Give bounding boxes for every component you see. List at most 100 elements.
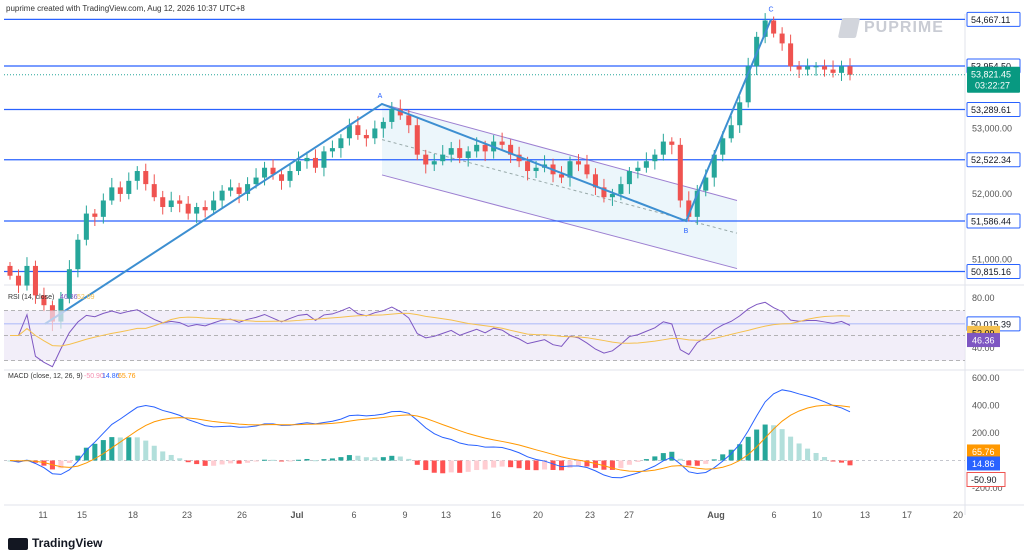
macd-histogram-bar <box>228 460 234 464</box>
rsi-band <box>4 310 965 361</box>
candle-body <box>7 265 13 276</box>
macd-histogram-bar <box>92 443 98 461</box>
candle-body <box>109 187 115 201</box>
candle-body <box>406 115 412 126</box>
candle-body <box>338 138 344 149</box>
macd-histogram-bar <box>270 459 276 461</box>
macd-histogram-bar <box>312 460 318 462</box>
candle-body <box>219 190 225 201</box>
candle-body <box>737 102 743 126</box>
candle-body <box>295 161 302 172</box>
macd-tick-label: 600.00 <box>972 373 1000 383</box>
candle-body <box>423 154 429 165</box>
rsi-ma-line <box>10 312 851 347</box>
macd-histogram-bar <box>75 455 81 461</box>
macd-histogram-bar <box>346 455 352 461</box>
candle-body <box>321 151 327 168</box>
candle-body <box>533 167 539 172</box>
time-tick-label: 18 <box>128 510 138 520</box>
candle-body <box>168 200 174 208</box>
level-price-label: 50,015.39 <box>971 319 1011 329</box>
macd-histogram-bar <box>211 460 217 466</box>
time-tick-label: 10 <box>812 510 822 520</box>
macd-histogram-bar <box>779 429 785 461</box>
macd-title: MACD (close, 12, 26, 9) <box>8 373 83 380</box>
macd-histogram-bar <box>126 437 132 461</box>
candle-body <box>788 43 794 67</box>
macd-hist-value: -50.90 <box>971 475 997 485</box>
rsi-title-value: 46.36 <box>60 294 78 301</box>
macd-histogram-bar <box>550 460 556 470</box>
macd-histogram-bar <box>440 460 446 474</box>
candle-body <box>643 161 649 168</box>
macd-histogram-bar <box>372 457 378 461</box>
macd-histogram-bar <box>109 437 115 461</box>
candle-body <box>329 148 335 152</box>
candle-body <box>245 184 251 194</box>
rsi-tick-label: 40.00 <box>972 343 995 353</box>
macd-histogram-bar <box>567 460 573 468</box>
macd-histogram-bar <box>499 460 505 467</box>
candle-body <box>177 200 183 204</box>
candle-body <box>838 66 845 73</box>
candle-body <box>211 200 217 211</box>
candle-body <box>389 108 395 122</box>
macd-histogram-bar <box>805 448 811 461</box>
macd-hist-badge <box>966 471 1006 487</box>
macd-histogram-bar <box>41 460 47 466</box>
macd-histogram-bar <box>745 436 751 461</box>
macd-histogram-bar <box>669 451 675 461</box>
macd-histogram-bar <box>558 460 565 471</box>
channel-fill <box>382 103 737 269</box>
candle-body <box>508 144 514 155</box>
time-tick-label: 11 <box>38 510 47 520</box>
candle-body <box>609 193 615 198</box>
candle-body <box>414 125 420 155</box>
macd-histogram-bar <box>703 460 709 464</box>
candle-body <box>117 187 123 194</box>
macd-histogram-bar <box>711 459 717 461</box>
candle-body <box>635 167 641 172</box>
macd-histogram-bar <box>474 460 480 471</box>
candle-body <box>745 66 751 103</box>
candle-body <box>677 144 683 201</box>
macd-histogram-bar <box>177 458 183 461</box>
candle-body <box>262 167 268 178</box>
candle-body <box>669 141 675 145</box>
macd-histogram-bar <box>134 437 140 461</box>
macd-histogram-bar <box>516 460 522 469</box>
macd-histogram-bar <box>482 460 488 470</box>
macd-histogram-bar <box>287 460 293 462</box>
macd-histogram-bar <box>58 460 64 469</box>
candle-body <box>346 125 352 139</box>
macd-histogram-bar <box>66 460 72 464</box>
rsi-line <box>10 301 851 368</box>
candle-body <box>567 161 573 178</box>
macd-histogram-bar <box>813 452 819 461</box>
candle-body <box>686 200 692 217</box>
time-tick-label: 9 <box>402 510 407 520</box>
candle-body <box>575 161 582 165</box>
macd-histogram-bar <box>363 457 369 461</box>
macd-title-value: 14.86 <box>102 373 120 380</box>
macd-histogram-bar <box>168 454 174 461</box>
macd-histogram-bar <box>686 460 692 466</box>
macd-histogram-bar <box>83 447 89 461</box>
macd-histogram-bar <box>525 460 531 470</box>
brand-name: PUPRIME <box>864 19 944 37</box>
wave-label-a: A <box>378 93 383 100</box>
price-tick-label: 52,000.00 <box>972 189 1012 199</box>
macd-histogram-bar <box>838 460 845 463</box>
candle-body <box>312 157 318 168</box>
macd-histogram-bar <box>245 460 251 463</box>
macd-histogram-bar <box>584 460 590 467</box>
macd-histogram-bar <box>592 460 598 468</box>
candle-body <box>652 154 658 162</box>
macd-histogram-bar <box>533 460 539 471</box>
macd-line <box>9 389 851 479</box>
macd-hist-title-value: -50.90 <box>84 373 104 380</box>
candle-body <box>805 66 811 70</box>
macd-histogram-bar <box>601 460 607 470</box>
time-tick-label: 23 <box>182 510 192 520</box>
